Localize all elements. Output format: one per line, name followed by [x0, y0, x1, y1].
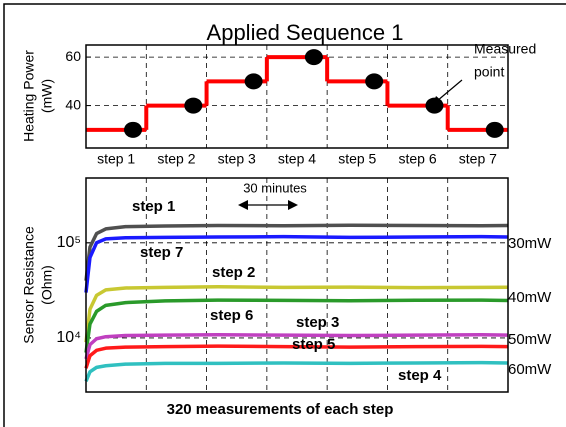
- series-label: step 7: [140, 244, 183, 261]
- chart-title: Applied Sequence 1: [207, 20, 404, 45]
- series-label: step 6: [210, 307, 253, 324]
- series-line: [84, 298, 509, 353]
- series-label: step 2: [212, 264, 255, 281]
- y-axis-label: Sensor Resistance: [21, 226, 37, 344]
- series-line: [84, 344, 509, 369]
- power-label: 60mW: [508, 361, 552, 378]
- annotation: point: [474, 64, 504, 80]
- series-label: step 5: [292, 336, 335, 353]
- y-tick-label: 40: [65, 96, 81, 112]
- x-tick-label: step 2: [157, 151, 195, 167]
- series-line: [84, 285, 509, 343]
- power-label: 30mW: [508, 235, 552, 252]
- measured-point: [184, 97, 203, 114]
- y-tick-label: 10⁴: [56, 329, 81, 346]
- y-axis-label: (Ohm): [39, 265, 55, 305]
- series-label: step 3: [296, 314, 339, 331]
- series-line: [84, 234, 509, 293]
- measured-point: [124, 121, 143, 138]
- y-tick-label: 60: [65, 48, 81, 64]
- annotation: Measured: [474, 41, 536, 57]
- measured-point: [304, 49, 323, 66]
- plot-frame: [85, 44, 509, 149]
- x-tick-label: step 1: [97, 151, 135, 167]
- x-tick-label: step 5: [338, 151, 376, 167]
- series-line: [84, 223, 509, 281]
- measured-point: [425, 97, 444, 114]
- power-label: 50mW: [508, 331, 552, 348]
- x-tick-label: step 6: [399, 151, 437, 167]
- x-tick-label: step 4: [278, 151, 316, 167]
- y-axis-label: (mW): [39, 79, 55, 113]
- annotation: 30 minutes: [243, 180, 307, 195]
- arrow-head: [288, 200, 298, 210]
- y-axis-label: Heating Power: [21, 50, 37, 142]
- measured-point: [244, 73, 263, 90]
- series-label: step 1: [132, 198, 175, 215]
- x-tick-label: step 3: [218, 151, 256, 167]
- series-line: [84, 360, 509, 382]
- x-axis-label: 320 measurements of each step: [167, 401, 394, 418]
- x-tick-label: step 7: [459, 151, 497, 167]
- series-line: [84, 332, 509, 360]
- arrow-head: [238, 200, 248, 210]
- figure-frame: [3, 3, 566, 427]
- series-label: step 4: [398, 367, 442, 384]
- measured-point: [365, 73, 384, 90]
- plot-frame: [85, 177, 509, 393]
- power-label: 40mW: [508, 289, 552, 306]
- annotation-arrow: [436, 79, 463, 102]
- measured-point: [485, 121, 504, 138]
- y-tick-label: 10⁵: [57, 234, 81, 251]
